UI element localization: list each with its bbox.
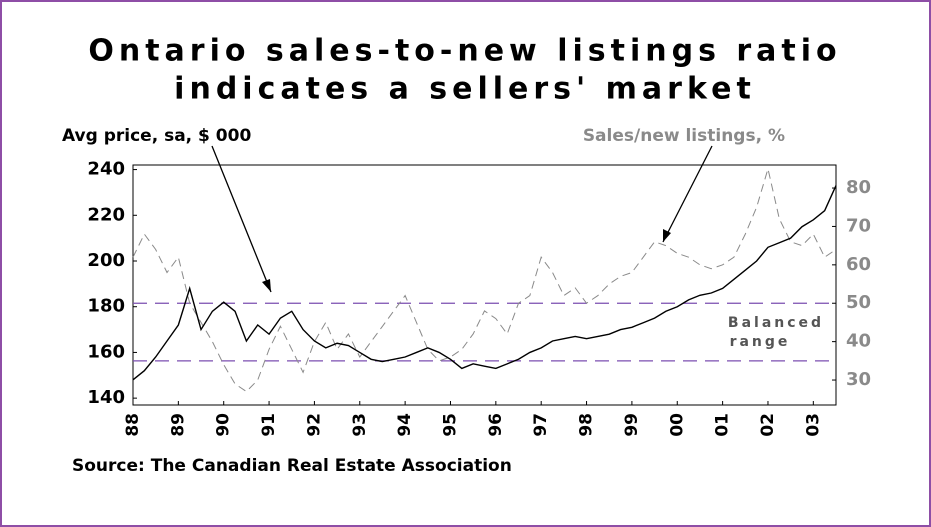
y-axis-label: Avg price, sa, $ 000 (62, 126, 251, 146)
x-tick-label: 95 (440, 413, 460, 437)
arrow (662, 145, 713, 243)
x-tick-label: 02 (758, 413, 778, 437)
annotation: range (730, 334, 791, 350)
source: Source: The Canadian Real Estate Associa… (72, 456, 512, 476)
series-line (132, 185, 837, 381)
x-tick-label: 00 (667, 413, 687, 437)
x-tick-label: 92 (304, 413, 324, 437)
y2-tick-label: 40 (846, 331, 871, 352)
annotation: Balanced (728, 315, 824, 331)
chart-title: indicates a sellers' market (174, 72, 756, 107)
series-line (132, 166, 837, 393)
y2-tick-label: 50 (846, 292, 871, 313)
x-tick-label: 90 (214, 413, 234, 437)
arrow-head (262, 279, 271, 292)
x-tick-label: 89 (168, 413, 188, 437)
x-tick-label: 88 (123, 413, 143, 437)
x-tick-label: 99 (622, 413, 642, 437)
y2-tick-label: 30 (846, 369, 871, 390)
y-tick-label: 160 (87, 341, 125, 362)
x-tick-label: 98 (577, 413, 597, 437)
x-tick-label: 96 (486, 413, 506, 437)
y-tick-label: 220 (87, 204, 125, 225)
y-tick-label: 140 (87, 387, 125, 408)
x-tick-label: 01 (713, 413, 733, 437)
x-tick-label: 97 (531, 413, 551, 437)
x-tick-label: 91 (259, 413, 279, 437)
x-tick-label: 03 (803, 413, 823, 437)
chart-title: Ontario sales-to-new listings ratio (88, 34, 841, 69)
y-tick-label: 180 (87, 296, 125, 317)
y2-axis-label: Sales/new listings, % (583, 126, 785, 146)
y2-tick-label: 70 (846, 215, 871, 236)
x-tick-label: 94 (395, 413, 415, 437)
plot-area (132, 164, 837, 406)
arrow-head (663, 229, 671, 242)
y2-tick-label: 60 (846, 254, 871, 275)
arrow (211, 145, 272, 293)
y2-tick-label: 80 (846, 177, 871, 198)
y-tick-label: 240 (87, 159, 125, 180)
y-tick-label: 200 (87, 250, 125, 271)
x-tick-label: 93 (350, 413, 370, 437)
